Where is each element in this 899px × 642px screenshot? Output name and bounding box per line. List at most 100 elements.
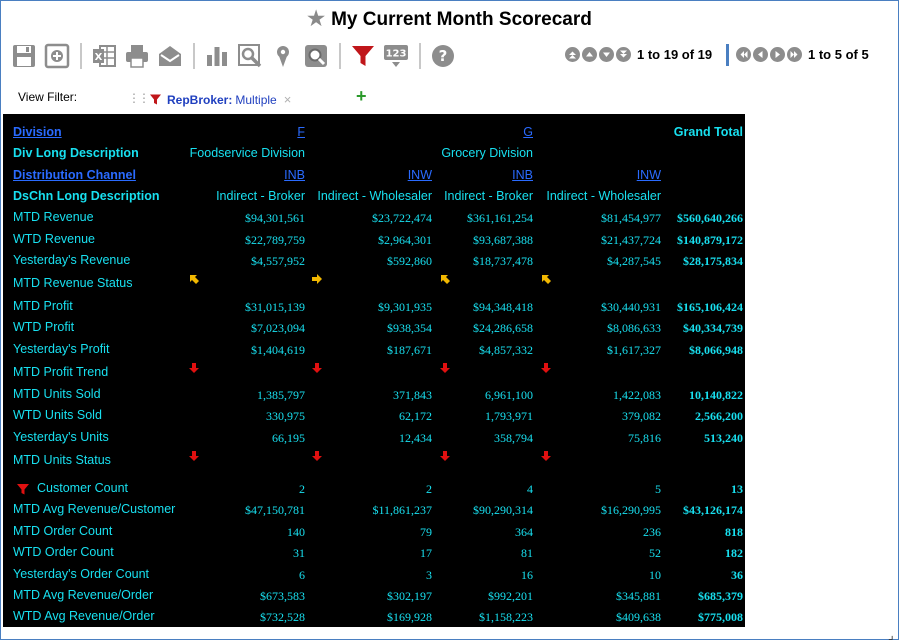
data-cell: $24,286,658	[473, 321, 533, 335]
first-cols-button[interactable]	[736, 47, 751, 62]
toolbar-separator	[80, 43, 82, 69]
export-excel-button[interactable]: X	[90, 42, 118, 70]
help-button[interactable]: ?	[429, 42, 457, 70]
last-cols-button[interactable]	[787, 47, 802, 62]
row-label: MTD Profit Trend	[13, 365, 109, 379]
data-cell: 10	[649, 568, 661, 582]
filter-value[interactable]: Multiple	[235, 92, 277, 107]
grand-total-cell: 36	[731, 568, 743, 582]
data-cell: 79	[420, 525, 432, 539]
channel-name: Indirect - Broker	[444, 189, 533, 203]
grand-total-header: Grand Total	[673, 125, 743, 139]
map-button[interactable]	[269, 42, 297, 70]
row-label: Yesterday's Units	[13, 430, 109, 444]
print-icon	[126, 45, 148, 68]
data-cell: 52	[649, 546, 661, 560]
add-filter-button[interactable]: +	[356, 86, 367, 106]
save-icon	[13, 45, 35, 67]
data-cell: $90,290,314	[473, 503, 533, 517]
distribution-channel-header[interactable]: Distribution Channel	[13, 168, 136, 182]
grand-total-cell: $165,106,424	[677, 300, 743, 314]
grand-total-cell: 182	[725, 546, 743, 560]
arrow-right-icon	[312, 274, 322, 284]
data-cell: 2	[426, 482, 432, 496]
row-label: WTD Avg Revenue/Order	[13, 609, 155, 623]
data-cell: 4	[527, 482, 533, 496]
data-cell: 1,385,797	[257, 388, 305, 402]
grand-total-cell: 10,140,822	[689, 388, 743, 402]
row-pager-text: 1 to 19 of 19	[637, 47, 713, 62]
data-cell: $31,015,139	[245, 300, 305, 314]
division-code-link[interactable]: G	[523, 125, 533, 139]
help-icon: ?	[432, 45, 454, 67]
channel-code-link[interactable]: INB	[512, 168, 533, 182]
email-button[interactable]	[156, 42, 184, 70]
excel-icon: X	[93, 45, 116, 67]
data-cell: $4,287,545	[607, 254, 661, 268]
data-cell: $8,086,633	[607, 321, 661, 335]
column-pager: 1 to 5 of 5	[736, 47, 869, 62]
prev-rows-button[interactable]	[582, 47, 597, 62]
data-cell: 17	[420, 546, 432, 560]
double-down-icon	[620, 50, 627, 58]
toolbar-separator	[419, 43, 421, 69]
search-button[interactable]	[302, 42, 330, 70]
channel-code-link[interactable]: INW	[407, 168, 432, 182]
division-code-link[interactable]: F	[297, 125, 305, 139]
double-up-icon	[569, 51, 576, 59]
data-cell: 31	[293, 546, 305, 560]
filter-button[interactable]	[349, 42, 377, 70]
add-page-button[interactable]	[43, 42, 71, 70]
right-icon	[775, 51, 780, 58]
channel-name: Indirect - Wholesaler	[317, 189, 432, 203]
row-pager: 1 to 19 of 19	[565, 47, 712, 62]
favorite-star-icon[interactable]: ★	[307, 8, 326, 30]
grand-total-cell: 513,240	[704, 431, 743, 445]
data-cell: $592,860	[387, 254, 432, 268]
search-icon	[305, 45, 327, 67]
next-rows-button[interactable]	[599, 47, 614, 62]
row-label: WTD Order Count	[13, 545, 114, 559]
grand-total-cell: 818	[725, 525, 743, 539]
filter-icon[interactable]	[17, 483, 29, 495]
row-label: MTD Revenue	[13, 210, 94, 224]
data-cell: 6,961,100	[485, 388, 533, 402]
division-header[interactable]: Division	[13, 125, 62, 139]
column-pager-text: 1 to 5 of 5	[808, 47, 869, 62]
data-cell: $302,197	[387, 589, 432, 603]
chart-button[interactable]	[203, 42, 231, 70]
toolbar-separator	[193, 43, 195, 69]
arrow-down-icon	[189, 363, 199, 373]
row-label: WTD Units Sold	[13, 408, 102, 422]
row-label: WTD Revenue	[13, 232, 95, 246]
zoom-report-button[interactable]	[236, 42, 264, 70]
last-rows-button[interactable]	[616, 47, 631, 62]
data-cell: $938,354	[387, 321, 432, 335]
data-cell: 16	[521, 568, 533, 582]
remove-filter-button[interactable]: ×	[283, 92, 292, 107]
double-right-icon	[790, 51, 798, 58]
channel-code-link[interactable]: INB	[284, 168, 305, 182]
data-cell: $30,440,931	[601, 300, 661, 314]
svg-text:X: X	[95, 52, 103, 63]
print-button[interactable]	[123, 42, 151, 70]
data-cell: $1,158,223	[479, 610, 533, 624]
next-cols-button[interactable]	[770, 47, 785, 62]
data-cell: $187,671	[387, 343, 432, 357]
prev-cols-button[interactable]	[753, 47, 768, 62]
channel-name: Indirect - Wholesaler	[546, 189, 661, 203]
view-filter-label: View Filter:	[18, 90, 78, 104]
first-rows-button[interactable]	[565, 47, 580, 62]
resize-handle-icon[interactable]: ⌟	[888, 628, 894, 642]
filter-chip[interactable]: RepBroker: Multiple ×	[150, 92, 291, 107]
data-cell: $1,617,327	[607, 343, 661, 357]
data-cell: $4,857,332	[479, 343, 533, 357]
div-long-description-header: Div Long Description	[13, 146, 139, 160]
arrow-down-icon	[440, 451, 450, 461]
save-button[interactable]	[10, 42, 38, 70]
add-page-icon	[44, 43, 70, 69]
grand-total-cell: 13	[731, 482, 743, 496]
drag-handle-icon[interactable]: ⋮⋮	[128, 91, 150, 105]
number-format-button[interactable]: 123	[382, 42, 410, 70]
channel-code-link[interactable]: INW	[636, 168, 661, 182]
